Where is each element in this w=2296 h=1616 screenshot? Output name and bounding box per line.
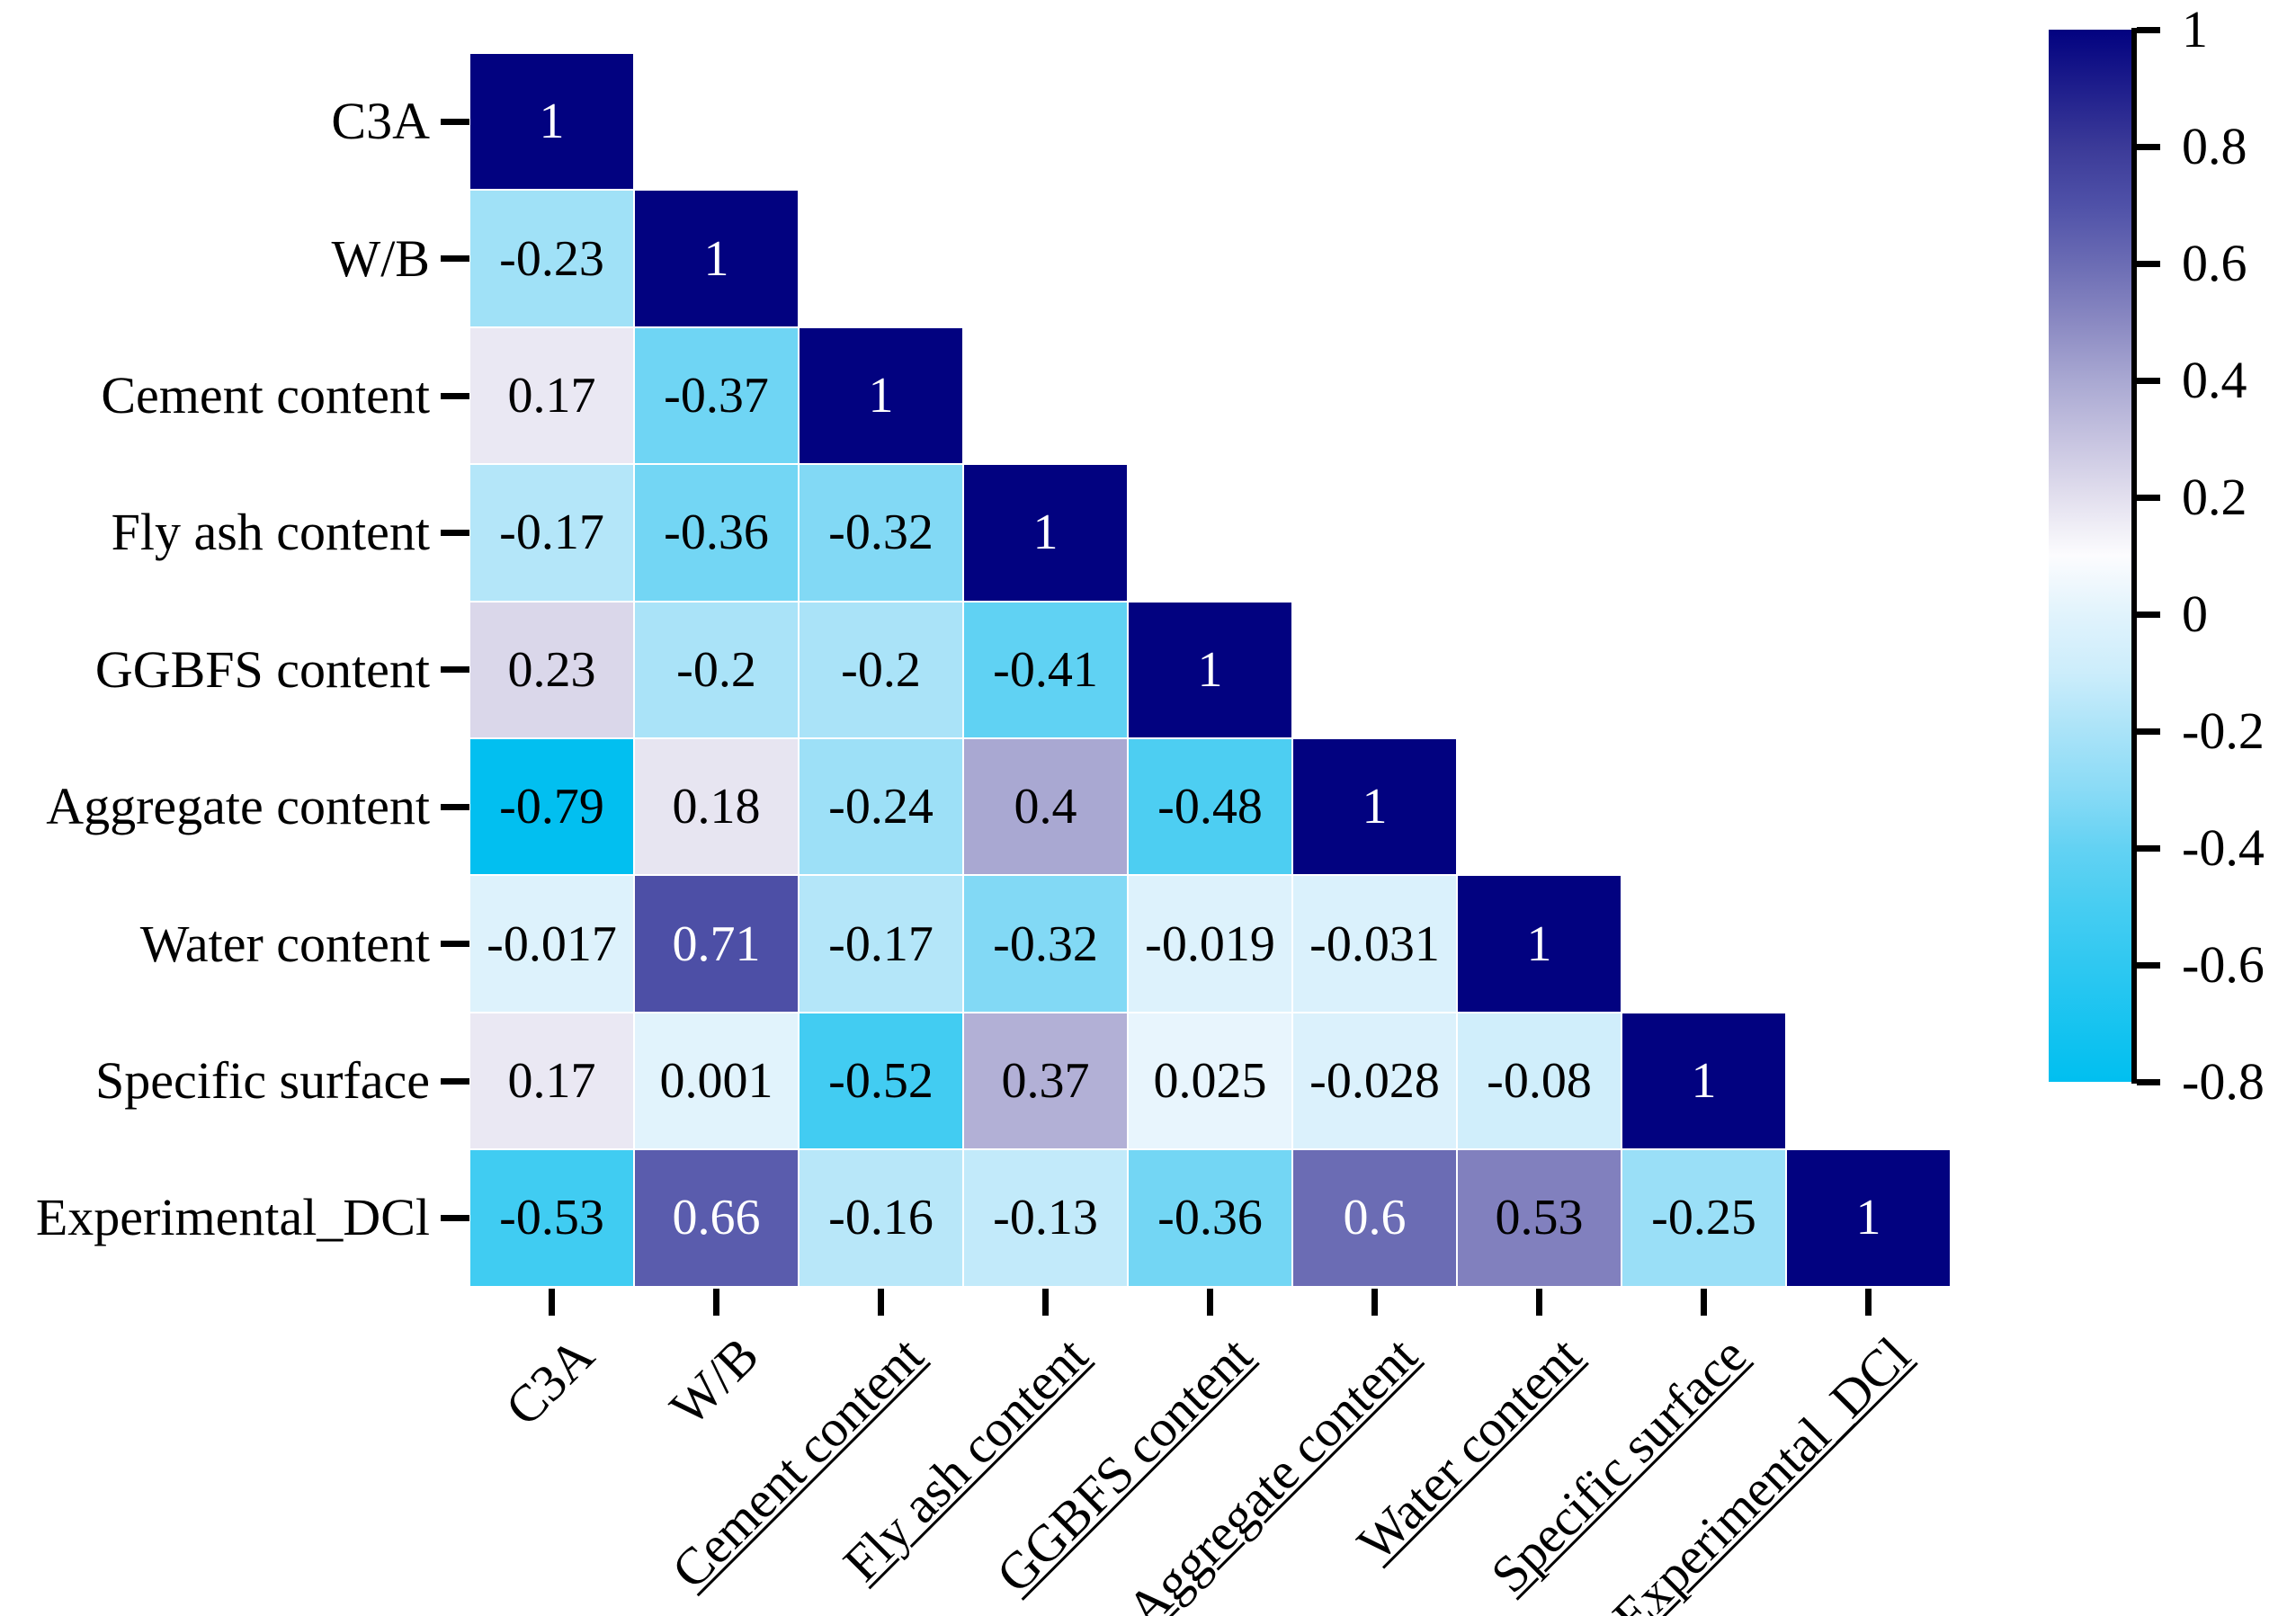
colorbar-tick-mark (2137, 494, 2160, 501)
heatmap-cell: 1 (1293, 739, 1456, 875)
heatmap-cell: -0.017 (470, 876, 633, 1012)
heatmap-cell: 0.18 (635, 739, 798, 875)
colorbar-tick-mark (2137, 143, 2160, 150)
y-tick-mark (441, 118, 469, 125)
x-tick-mark (878, 1288, 884, 1316)
heatmap-cell: 1 (1458, 876, 1621, 1012)
colorbar-tick-mark (2137, 961, 2160, 969)
y-tick-label: Aggregate content (46, 777, 430, 836)
heatmap-cell: -0.36 (635, 465, 798, 601)
colorbar-tick-label: 0 (2182, 585, 2208, 643)
heatmap-cell: -0.028 (1293, 1013, 1456, 1149)
y-tick-mark (441, 529, 469, 536)
heatmap-cell: 0.17 (470, 327, 633, 464)
y-tick-label: Specific surface (95, 1051, 430, 1110)
heatmap-cell: 0.4 (964, 739, 1127, 875)
x-tick-mark (549, 1288, 555, 1316)
x-tick-mark (1701, 1288, 1707, 1316)
heatmap-cell: 0.37 (964, 1013, 1127, 1149)
colorbar-tick-label: 0.2 (2182, 468, 2247, 526)
colorbar-tick-mark (2137, 844, 2160, 852)
heatmap-cell: -0.16 (800, 1150, 962, 1286)
colorbar-gradient (2049, 30, 2131, 1082)
heatmap-cell: -0.23 (470, 191, 633, 326)
heatmap-cell: -0.79 (470, 739, 633, 875)
colorbar-tick-label: -0.6 (2182, 935, 2265, 994)
heatmap-cell: -0.2 (800, 602, 962, 737)
heatmap-cell: 0.66 (635, 1150, 798, 1286)
heatmap-cell: 1 (800, 327, 962, 464)
heatmap-cell: 1 (470, 54, 633, 190)
y-tick-mark (441, 255, 469, 263)
heatmap-cell: -0.52 (800, 1013, 962, 1149)
y-tick-label: Cement content (101, 366, 430, 424)
y-tick-mark (441, 1077, 469, 1085)
y-tick-mark (441, 1214, 469, 1221)
y-tick-label: W/B (331, 228, 430, 288)
colorbar-spine (2131, 28, 2137, 1084)
y-tick-mark (441, 941, 469, 948)
heatmap-cell: -0.37 (635, 327, 798, 464)
heatmap-cell: -0.41 (964, 602, 1127, 737)
x-tick-label: W/B (658, 1325, 770, 1437)
heatmap-cell: 0.025 (1129, 1013, 1291, 1149)
heatmap-cell: -0.17 (800, 876, 962, 1012)
heatmap-cell: -0.019 (1129, 876, 1291, 1012)
colorbar-tick-label: -0.4 (2182, 818, 2265, 877)
heatmap-cell: -0.13 (964, 1150, 1127, 1286)
colorbar-tick-label: 0.6 (2182, 234, 2247, 292)
colorbar-tick-mark (2137, 728, 2160, 735)
heatmap-cell: -0.32 (964, 876, 1127, 1012)
heatmap-cell: -0.53 (470, 1150, 633, 1286)
x-tick-mark (1371, 1288, 1378, 1316)
heatmap-cell: 0.6 (1293, 1150, 1456, 1286)
colorbar-tick-mark (2137, 377, 2160, 384)
heatmap-cell: 0.23 (470, 602, 633, 737)
y-tick-label: C3A (331, 92, 430, 151)
x-tick-mark (713, 1288, 719, 1316)
x-tick-mark (1042, 1288, 1049, 1316)
colorbar-tick-label: 0.4 (2182, 351, 2247, 409)
heatmap-cell: 0.17 (470, 1013, 633, 1149)
y-tick-mark (441, 392, 469, 399)
y-tick-mark (441, 666, 469, 674)
heatmap-cell: -0.25 (1622, 1150, 1785, 1286)
heatmap-cell: 0.71 (635, 876, 798, 1012)
colorbar-tick-mark (2137, 611, 2160, 618)
heatmap-cell: 1 (1129, 602, 1291, 737)
x-tick-mark (1536, 1288, 1542, 1316)
heatmap-cell: -0.2 (635, 602, 798, 737)
x-tick-label: Aggregate content (1115, 1325, 1428, 1616)
x-tick-mark (1865, 1288, 1872, 1316)
heatmap-cell: -0.24 (800, 739, 962, 875)
heatmap-cell: 1 (1622, 1013, 1785, 1149)
heatmap-cell: -0.32 (800, 465, 962, 601)
y-tick-mark (441, 803, 469, 810)
y-tick-label: GGBFS content (94, 639, 430, 699)
heatmap-cell: 1 (1787, 1150, 1950, 1286)
heatmap-cell: -0.48 (1129, 739, 1291, 875)
colorbar-tick-label: -0.8 (2182, 1052, 2265, 1111)
colorbar-tick-label: -0.2 (2182, 701, 2265, 760)
colorbar-tick-label: 1 (2182, 0, 2208, 58)
y-tick-label: Fly ash content (111, 503, 430, 562)
heatmap-cell: -0.08 (1458, 1013, 1621, 1149)
heatmap-cell: 1 (635, 191, 798, 326)
x-tick-label: C3A (494, 1325, 605, 1437)
y-tick-label: Experimental_DCl (35, 1188, 430, 1247)
heatmap-cell: -0.17 (470, 465, 633, 601)
heatmap-cell: 0.53 (1458, 1150, 1621, 1286)
y-tick-label: Water content (139, 914, 430, 973)
heatmap-cell: 1 (964, 465, 1127, 601)
heatmap-cell: 0.001 (635, 1013, 798, 1149)
colorbar-tick-mark (2137, 260, 2160, 267)
heatmap-cell: -0.36 (1129, 1150, 1291, 1286)
x-tick-mark (1207, 1288, 1213, 1316)
colorbar-tick-label: 0.8 (2182, 117, 2247, 175)
colorbar-tick-mark (2137, 26, 2160, 33)
heatmap-cell: -0.031 (1293, 876, 1456, 1012)
colorbar-tick-mark (2137, 1078, 2160, 1085)
